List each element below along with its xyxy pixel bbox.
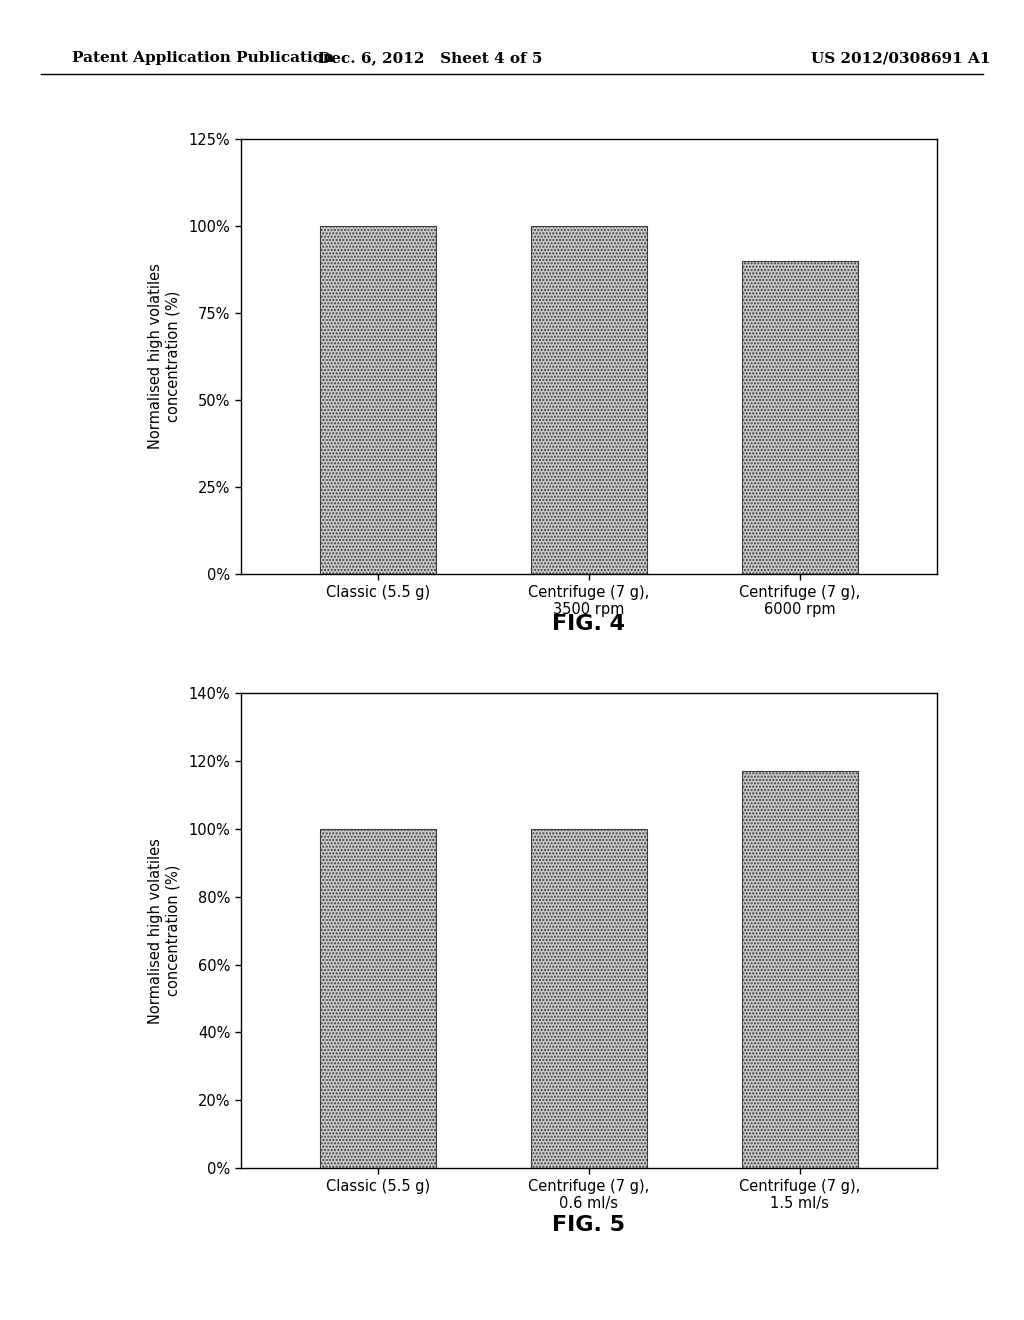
Text: Patent Application Publication: Patent Application Publication bbox=[72, 51, 334, 65]
Bar bbox=[741, 771, 858, 1168]
Text: US 2012/0308691 A1: US 2012/0308691 A1 bbox=[811, 51, 991, 65]
Y-axis label: Normalised high volatiles
concentration (%): Normalised high volatiles concentration … bbox=[147, 264, 180, 449]
Text: Dec. 6, 2012   Sheet 4 of 5: Dec. 6, 2012 Sheet 4 of 5 bbox=[317, 51, 543, 65]
Bar bbox=[741, 260, 858, 574]
Y-axis label: Normalised high volatiles
concentration (%): Normalised high volatiles concentration … bbox=[147, 838, 180, 1023]
Bar bbox=[530, 829, 647, 1168]
Bar bbox=[319, 226, 436, 574]
Text: FIG. 4: FIG. 4 bbox=[552, 614, 626, 635]
Bar bbox=[319, 829, 436, 1168]
Text: FIG. 5: FIG. 5 bbox=[552, 1214, 626, 1236]
Bar bbox=[530, 226, 647, 574]
